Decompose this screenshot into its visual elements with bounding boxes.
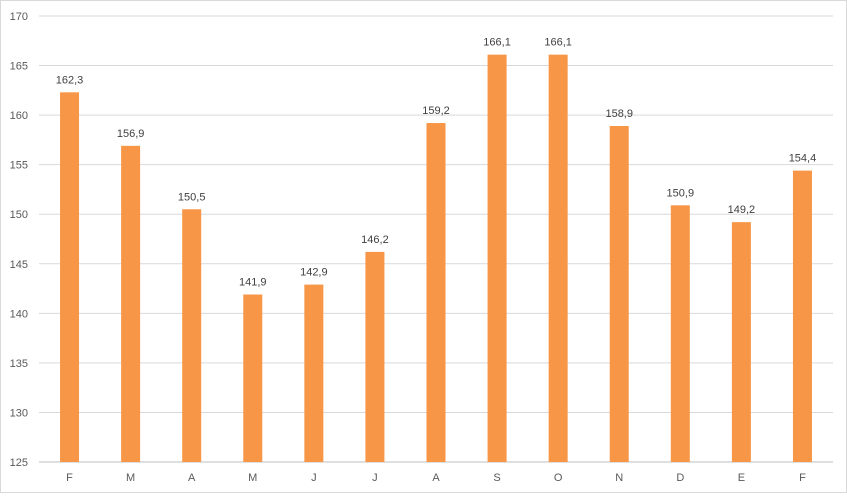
y-tick-label: 125: [10, 457, 28, 469]
data-label: 149,2: [728, 204, 756, 216]
bar: [304, 284, 324, 462]
x-tick-label: E: [738, 472, 745, 484]
data-label: 142,9: [300, 267, 328, 279]
bar: [731, 222, 751, 462]
data-label: 146,2: [361, 234, 389, 246]
y-tick-label: 160: [10, 110, 28, 122]
x-tick-label: J: [311, 472, 317, 484]
data-label: 166,1: [483, 37, 511, 49]
data-label: 141,9: [239, 277, 267, 289]
x-tick-label: S: [493, 472, 500, 484]
y-tick-label: 140: [10, 308, 28, 320]
bar: [365, 251, 385, 462]
bar: [60, 92, 80, 462]
y-axis-ticks: 125 130 135 140 145 150 155 160 165 170: [10, 11, 28, 469]
bar: [792, 170, 812, 462]
x-tick-label: N: [615, 472, 623, 484]
bar: [487, 54, 507, 463]
bar: [670, 205, 690, 462]
data-label: 159,2: [422, 105, 450, 117]
bar: [426, 123, 446, 462]
x-tick-label: O: [554, 472, 563, 484]
x-tick-label: J: [372, 472, 378, 484]
data-label: 166,1: [544, 37, 572, 49]
data-label: 158,9: [605, 108, 633, 120]
bars: [60, 54, 812, 463]
y-tick-label: 145: [10, 259, 28, 271]
y-tick-label: 170: [10, 11, 28, 23]
data-label: 150,5: [178, 191, 206, 203]
y-tick-label: 130: [10, 407, 28, 419]
x-tick-label: A: [188, 472, 196, 484]
data-label: 156,9: [117, 128, 145, 140]
bar: [182, 209, 202, 462]
y-tick-label: 155: [10, 160, 28, 172]
data-label: 162,3: [56, 74, 84, 86]
data-labels: 162,3 156,9 150,5 141,9 142,9 146,2 159,2 166,1…: [56, 37, 816, 289]
x-tick-label: A: [432, 472, 440, 484]
y-tick-label: 165: [10, 61, 28, 73]
y-tick-label: 135: [10, 358, 28, 370]
data-label: 154,4: [789, 153, 817, 165]
data-label: 150,9: [667, 187, 695, 199]
x-tick-label: M: [248, 472, 257, 484]
y-tick-label: 150: [10, 209, 28, 221]
bar: [609, 126, 629, 462]
bar: [548, 54, 568, 463]
x-tick-label: D: [676, 472, 684, 484]
bar: [243, 294, 263, 462]
bar: [121, 145, 141, 462]
x-tick-label: F: [66, 472, 73, 484]
x-tick-label: M: [126, 472, 135, 484]
x-tick-label: F: [799, 472, 806, 484]
